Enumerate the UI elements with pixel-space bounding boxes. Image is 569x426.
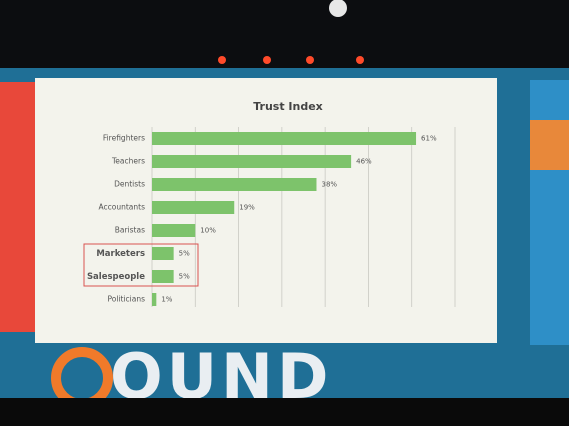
side-screen [530, 80, 569, 345]
bar [152, 132, 417, 145]
stage-light [218, 56, 226, 64]
bar [152, 293, 157, 306]
y-tick-label: Teachers [111, 157, 145, 166]
value-label: 5% [179, 273, 190, 281]
value-label: 38% [321, 181, 337, 189]
plot: Firefighters 61% Teachers 46% Dentists 38% Acc… [83, 127, 456, 307]
side-screen [0, 82, 36, 332]
bar [152, 201, 235, 214]
bar [152, 270, 174, 283]
side-screen-graphic [530, 120, 569, 170]
value-label: 5% [179, 250, 190, 258]
stage-light [329, 0, 347, 17]
value-label: 1% [161, 296, 172, 304]
value-label: 19% [239, 204, 255, 212]
y-tick-label: Accountants [99, 203, 146, 212]
ceiling [0, 0, 569, 70]
y-tick-label: Politicians [108, 295, 146, 304]
bar [152, 178, 317, 191]
y-tick-label: Dentists [114, 180, 145, 189]
value-label: 46% [356, 158, 372, 166]
y-tick-label: Baristas [115, 226, 145, 235]
chart-title: Trust Index [253, 100, 323, 113]
stage-light [306, 56, 314, 64]
stage-light [263, 56, 271, 64]
bar [152, 247, 174, 260]
highlight-box [83, 243, 199, 287]
y-tick-label: Firefighters [103, 134, 145, 143]
slide [35, 78, 497, 343]
audience [0, 398, 569, 426]
value-label: 61% [421, 135, 437, 143]
stage-light [356, 56, 364, 64]
bar [152, 155, 352, 168]
value-label: 10% [200, 227, 216, 235]
bar [152, 224, 196, 237]
y-tick-label: Salespeople [87, 272, 145, 282]
y-tick-label: Marketers [96, 249, 145, 259]
